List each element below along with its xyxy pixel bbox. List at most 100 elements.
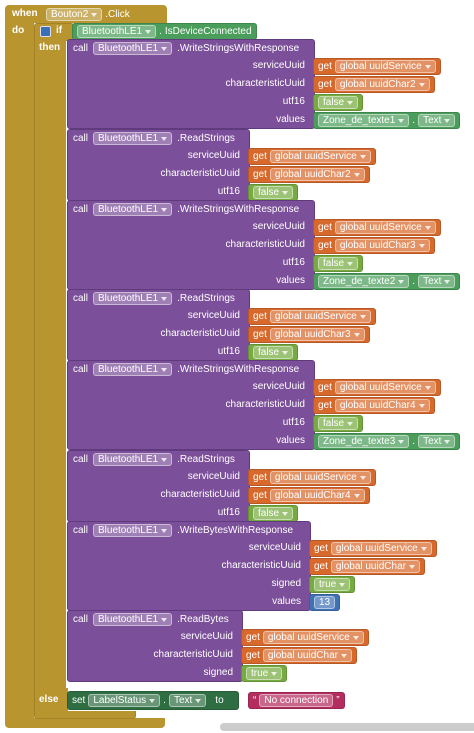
dropdown-arrow bbox=[359, 314, 366, 319]
component-getter: Zone_de_texte3. Text bbox=[313, 433, 461, 450]
label: get bbox=[318, 400, 332, 411]
dropdown-arrow bbox=[398, 439, 405, 444]
dropdown-field[interactable]: Zone_de_texte3 bbox=[318, 435, 410, 448]
event-block bbox=[5, 718, 165, 728]
field-text: global uuidChar bbox=[335, 561, 406, 572]
param-label: signed bbox=[203, 667, 233, 678]
call-keyword: call bbox=[73, 293, 89, 304]
dropdown-field[interactable]: false bbox=[318, 257, 359, 270]
dropdown-arrow bbox=[271, 671, 278, 676]
logic-block: false bbox=[248, 344, 299, 361]
get-block: get global uuidChar3 bbox=[313, 237, 435, 254]
dropdown-field[interactable]: BluetoothLE1 bbox=[93, 42, 173, 55]
call-header: call BluetoothLE1 .WriteStringsWithRespons… bbox=[69, 201, 303, 218]
dropdown-field[interactable]: LabelStatus bbox=[88, 694, 161, 707]
dropdown-field[interactable]: global uuidService bbox=[269, 310, 371, 323]
field-text: global uuidChar2 bbox=[339, 79, 416, 90]
dropdown-field[interactable]: false bbox=[253, 186, 294, 199]
dropdown-field[interactable]: false bbox=[318, 417, 359, 430]
dropdown-field[interactable]: true bbox=[314, 578, 351, 591]
dropdown-arrow bbox=[161, 207, 168, 212]
dropdown-field[interactable]: global uuidChar bbox=[262, 649, 352, 662]
logic-block: false bbox=[248, 184, 299, 201]
field-text: global uuidChar4 bbox=[339, 400, 416, 411]
dropdown-arrow bbox=[145, 29, 152, 34]
dropdown-field[interactable]: BluetoothLE1 bbox=[77, 25, 157, 38]
dropdown-field[interactable]: BluetoothLE1 bbox=[93, 613, 173, 626]
field-text: BluetoothLE1 bbox=[82, 26, 143, 37]
call-header: call BluetoothLE1 .WriteStringsWithRespons… bbox=[69, 361, 303, 378]
call-header: call BluetoothLE1 .WriteStringsWithRespons… bbox=[69, 40, 303, 57]
dropdown-field[interactable]: global uuidService bbox=[269, 471, 371, 484]
field-text: BluetoothLE1 bbox=[98, 133, 159, 144]
dropdown-field[interactable]: Zone_de_texte1 bbox=[318, 114, 410, 127]
dropdown-field[interactable]: Text bbox=[418, 114, 456, 127]
field-text: false bbox=[323, 97, 345, 108]
dropdown-field[interactable]: No connection bbox=[259, 694, 334, 707]
label: get bbox=[318, 222, 332, 233]
label: get bbox=[253, 169, 267, 180]
dropdown-field[interactable]: BluetoothLE1 bbox=[93, 132, 173, 145]
dropdown-arrow bbox=[444, 439, 451, 444]
dropdown-field[interactable]: Zone_de_texte2 bbox=[318, 275, 410, 288]
method-name: .WriteStringsWithResponse bbox=[177, 204, 300, 215]
field-text: global uuidChar bbox=[267, 650, 338, 661]
label: get bbox=[253, 151, 267, 162]
param-label: utf16 bbox=[217, 186, 240, 197]
call-header: call BluetoothLE1 .ReadStrings bbox=[69, 451, 239, 468]
param-label: characteristicUuid bbox=[160, 328, 240, 339]
dropdown-field[interactable]: 13 bbox=[314, 596, 336, 609]
label: set bbox=[72, 695, 86, 706]
dropdown-field[interactable]: global uuidService bbox=[269, 150, 371, 163]
param-label: characteristicUuid bbox=[225, 78, 305, 89]
dropdown-field[interactable]: Text bbox=[418, 275, 456, 288]
param-label: values bbox=[276, 435, 305, 446]
dropdown-field[interactable]: true bbox=[246, 667, 283, 680]
call-keyword: call bbox=[73, 133, 89, 144]
event-block bbox=[5, 22, 34, 722]
dropdown-field[interactable]: global uuidService bbox=[334, 60, 436, 73]
dropdown-field[interactable]: false bbox=[318, 96, 359, 109]
dropdown-field[interactable]: global uuidChar4 bbox=[334, 399, 430, 412]
label: get bbox=[314, 561, 328, 572]
dropdown-field[interactable]: global uuidService bbox=[334, 381, 436, 394]
dropdown-arrow bbox=[408, 564, 415, 569]
dropdown-field[interactable]: global uuidService bbox=[262, 631, 364, 644]
field-text: LabelStatus bbox=[93, 695, 147, 706]
mutator-icon[interactable] bbox=[40, 26, 51, 37]
dropdown-field[interactable]: global uuidService bbox=[330, 542, 432, 555]
call-header: call BluetoothLE1 .ReadStrings bbox=[69, 130, 239, 147]
scrollbar[interactable] bbox=[220, 723, 474, 731]
dropdown-field[interactable]: global uuidChar2 bbox=[269, 168, 365, 181]
dropdown-field[interactable]: Bouton2 bbox=[46, 8, 103, 21]
if-block bbox=[34, 711, 136, 719]
dropdown-field[interactable]: false bbox=[253, 346, 294, 359]
get-block: get global uuidService bbox=[313, 58, 441, 75]
quote: “ bbox=[253, 695, 257, 706]
dropdown-field[interactable]: false bbox=[253, 507, 294, 520]
dropdown-field[interactable]: Text bbox=[168, 694, 207, 707]
dropdown-field[interactable]: global uuidChar3 bbox=[334, 239, 430, 252]
dropdown-arrow bbox=[347, 421, 354, 426]
dropdown-field[interactable]: global uuidChar3 bbox=[269, 328, 365, 341]
dropdown-field[interactable]: Text bbox=[418, 435, 456, 448]
dropdown-field[interactable]: global uuidChar2 bbox=[334, 78, 430, 91]
get-block: get global uuidService bbox=[241, 629, 369, 646]
field-text: BluetoothLE1 bbox=[98, 525, 159, 536]
field-text: global uuidChar3 bbox=[274, 329, 351, 340]
dropdown-field[interactable]: BluetoothLE1 bbox=[93, 203, 173, 216]
dropdown-field[interactable]: global uuidChar4 bbox=[269, 489, 365, 502]
method-name: .WriteStringsWithResponse bbox=[177, 43, 300, 54]
dropdown-field[interactable]: global uuidService bbox=[334, 221, 436, 234]
dropdown-arrow bbox=[353, 172, 360, 177]
dropdown-field[interactable]: BluetoothLE1 bbox=[93, 292, 173, 305]
field-text: true bbox=[319, 579, 337, 590]
label: get bbox=[318, 79, 332, 90]
if-block bbox=[34, 40, 66, 692]
dropdown-field[interactable]: global uuidChar bbox=[330, 560, 420, 573]
field-text: Text bbox=[423, 436, 442, 447]
param-label: characteristicUuid bbox=[225, 239, 305, 250]
dropdown-field[interactable]: BluetoothLE1 bbox=[93, 363, 173, 376]
dropdown-field[interactable]: BluetoothLE1 bbox=[93, 524, 173, 537]
dropdown-field[interactable]: BluetoothLE1 bbox=[93, 453, 173, 466]
